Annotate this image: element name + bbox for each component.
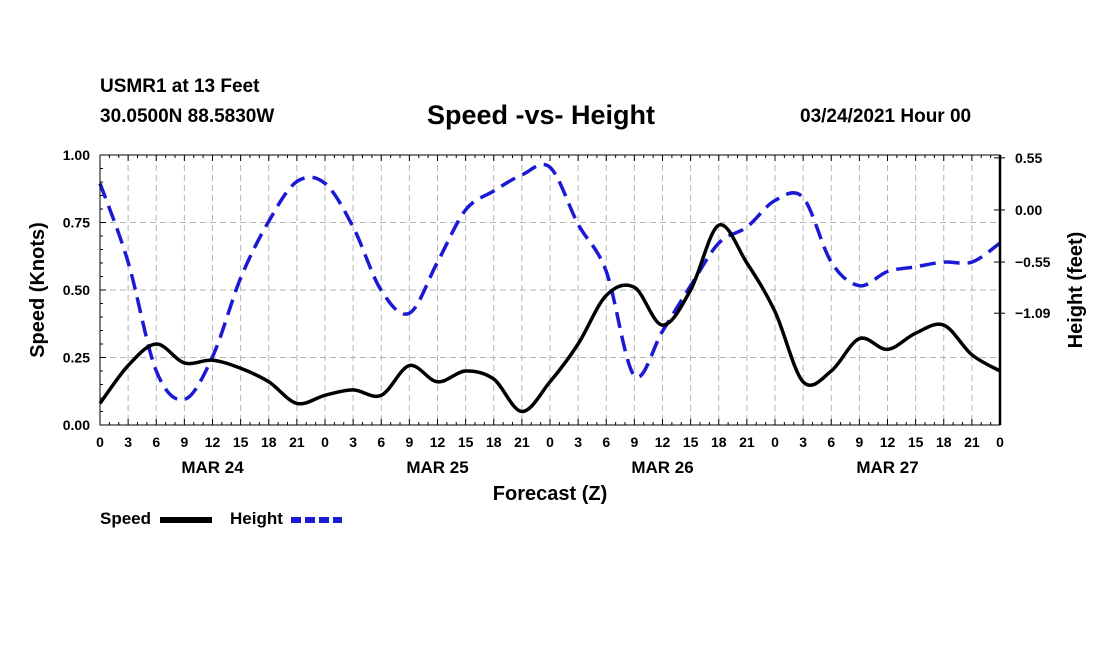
day-label: MAR 25 — [406, 458, 468, 477]
legend-height-label: Height — [230, 509, 283, 528]
left-axis-title: Speed (Knots) — [27, 222, 49, 358]
x-tick-label: 12 — [655, 434, 671, 450]
right-tick-label: −1.09 — [1015, 305, 1051, 321]
right-tick-labels: 0.55 0.00 −0.55 −1.09 — [1015, 150, 1051, 321]
day-label: MAR 24 — [181, 458, 244, 477]
x-tick-label: 3 — [349, 434, 357, 450]
x-tick-label: 21 — [964, 434, 980, 450]
x-tick-label: 18 — [936, 434, 952, 450]
left-tick-label: 0.50 — [63, 282, 90, 298]
forecast-timestamp: 03/24/2021 Hour 00 — [800, 106, 972, 127]
station-label: USMR1 at 13 Feet — [100, 76, 260, 97]
coordinates-label: 30.0500N 88.5830W — [100, 106, 275, 127]
right-tick-label: 0.00 — [1015, 202, 1042, 218]
x-tick-label: 0 — [96, 434, 104, 450]
right-tick-label: −0.55 — [1015, 254, 1051, 270]
legend-speed-label: Speed — [100, 509, 151, 528]
day-labels: MAR 24 MAR 25 MAR 26 MAR 27 — [181, 458, 918, 477]
x-tick-label: 15 — [458, 434, 474, 450]
x-tick-label: 12 — [880, 434, 896, 450]
day-label: MAR 26 — [631, 458, 693, 477]
x-tick-label: 6 — [827, 434, 835, 450]
series-line-speed — [98, 223, 1001, 414]
left-tick-labels: 0.00 0.25 0.50 0.75 1.00 — [63, 147, 90, 433]
x-tick-label: 6 — [377, 434, 385, 450]
x-tick-label: 21 — [289, 434, 305, 450]
x-tick-label: 12 — [205, 434, 221, 450]
x-tick-label: 9 — [855, 434, 863, 450]
x-tick-label: 21 — [739, 434, 755, 450]
right-axis-title: Height (feet) — [1065, 232, 1087, 349]
x-tick-label: 9 — [180, 434, 188, 450]
x-tick-label: 0 — [771, 434, 779, 450]
x-tick-labels: 0 3 6 9 12 15 18 21 0 3 6 9 12 15 18 21 0 3 6 9 12 15 18 21 0 3 6 9… — [96, 434, 1004, 450]
left-tick-label: 0.25 — [63, 350, 90, 366]
x-tick-label: 0 — [996, 434, 1004, 450]
x-tick-label: 15 — [683, 434, 699, 450]
x-tick-label: 15 — [233, 434, 249, 450]
x-tick-label: 18 — [486, 434, 502, 450]
x-axis-title: Forecast (Z) — [493, 483, 607, 505]
right-tick-label: 0.55 — [1015, 150, 1042, 166]
x-tick-label: 12 — [430, 434, 446, 450]
x-tick-label: 0 — [321, 434, 329, 450]
x-tick-label: 9 — [405, 434, 413, 450]
chart-title: Speed -vs- Height — [427, 100, 656, 130]
day-label: MAR 27 — [856, 458, 918, 477]
x-tick-label: 3 — [574, 434, 582, 450]
x-tick-label: 18 — [261, 434, 277, 450]
x-tick-label: 0 — [546, 434, 554, 450]
x-tick-label: 18 — [711, 434, 727, 450]
left-tick-label: 1.00 — [63, 147, 90, 163]
x-tick-label: 3 — [124, 434, 132, 450]
x-tick-label: 6 — [602, 434, 610, 450]
left-tick-label: 0.00 — [63, 417, 90, 433]
series-line-height — [98, 162, 1002, 402]
x-tick-label: 15 — [908, 434, 924, 450]
series-lines — [98, 162, 1002, 414]
x-tick-label: 3 — [799, 434, 807, 450]
left-tick-label: 0.75 — [63, 215, 90, 231]
legend: Speed Height — [100, 509, 342, 528]
x-tick-label: 21 — [514, 434, 530, 450]
x-tick-label: 9 — [630, 434, 638, 450]
x-tick-label: 6 — [152, 434, 160, 450]
